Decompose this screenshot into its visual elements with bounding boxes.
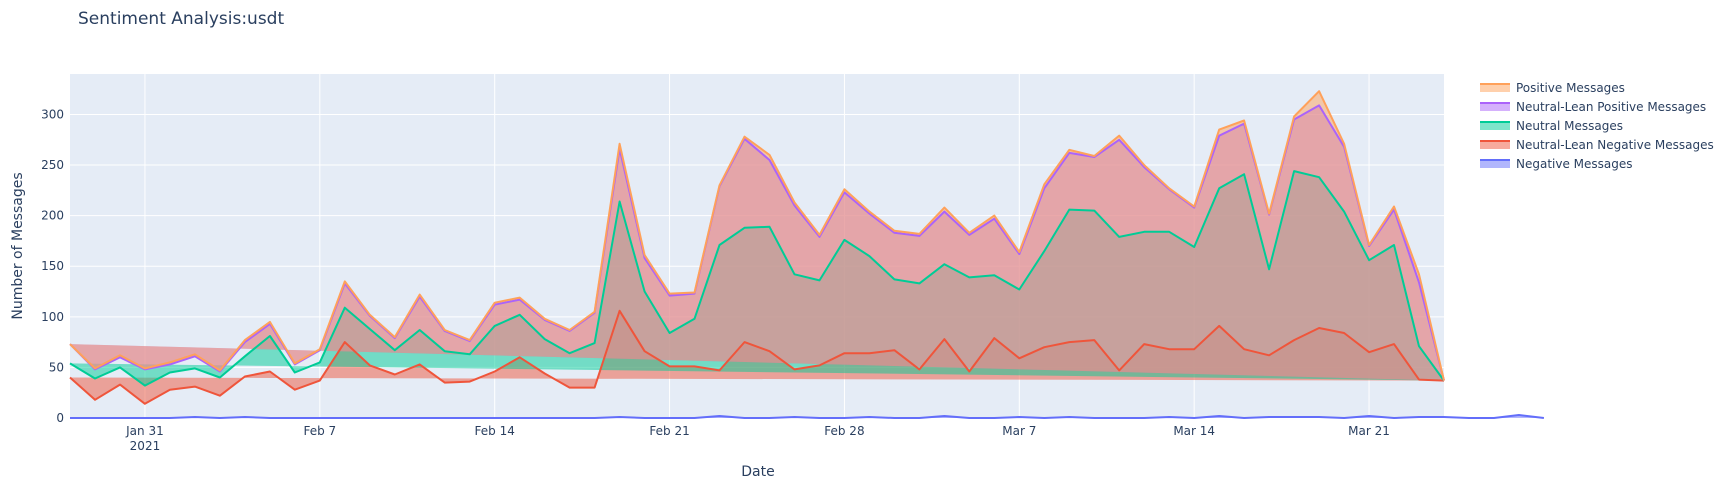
y-axis-title: Number of Messages xyxy=(10,172,26,319)
x-tick-label: Mar 21 xyxy=(1348,424,1390,438)
x-tick-label: Mar 7 xyxy=(1002,424,1036,438)
x-tick-label: Feb 28 xyxy=(824,424,864,438)
line-negative xyxy=(70,414,1545,419)
legend-swatch xyxy=(1480,103,1510,111)
legend[interactable]: Positive Messages Neutral-Lean Positive M… xyxy=(1480,81,1714,171)
legend-swatch xyxy=(1480,122,1510,130)
y-tick-label: 200 xyxy=(41,209,64,223)
series-lines xyxy=(69,90,1545,419)
line-positive xyxy=(69,90,1445,381)
legend-swatch xyxy=(1480,160,1510,168)
y-tick-label: 150 xyxy=(41,259,64,273)
line-neutral xyxy=(69,170,1445,387)
y-tick-label: 100 xyxy=(41,310,64,324)
legend-item-neutral[interactable]: Neutral Messages xyxy=(1480,119,1623,133)
y-tick-label: 250 xyxy=(41,158,64,172)
x-tick-sublabel: 2021 xyxy=(130,439,161,453)
x-tick-label: Mar 14 xyxy=(1173,424,1215,438)
x-tick-label: Feb 7 xyxy=(303,424,336,438)
legend-label: Neutral-Lean Positive Messages xyxy=(1516,100,1706,114)
legend-label: Neutral Messages xyxy=(1516,119,1623,133)
legend-swatch xyxy=(1480,141,1510,149)
x-tick-label: Feb 21 xyxy=(649,424,689,438)
legend-label: Positive Messages xyxy=(1516,81,1625,95)
legend-swatch xyxy=(1480,84,1510,92)
y-axis-ticks: 0 50 100 150 200 250 300 xyxy=(41,107,64,425)
legend-label: Neutral-Lean Negative Messages xyxy=(1516,138,1714,152)
y-tick-label: 300 xyxy=(41,107,64,121)
legend-item-negative[interactable]: Negative Messages xyxy=(1480,157,1633,171)
x-tick-label: Jan 31 xyxy=(125,424,164,438)
x-tick-label: Feb 14 xyxy=(475,424,515,438)
line-neutral-lean-negative xyxy=(69,309,1445,405)
x-axis-title: Date xyxy=(741,464,774,480)
y-tick-label: 0 xyxy=(56,411,64,425)
chart-title: Sentiment Analysis:usdt xyxy=(78,9,284,29)
legend-item-neutral-lean-negative[interactable]: Neutral-Lean Negative Messages xyxy=(1480,138,1714,152)
y-tick-label: 50 xyxy=(49,360,64,374)
legend-label: Negative Messages xyxy=(1516,157,1633,171)
legend-item-neutral-lean-positive[interactable]: Neutral-Lean Positive Messages xyxy=(1480,100,1706,114)
legend-item-positive[interactable]: Positive Messages xyxy=(1480,81,1625,95)
